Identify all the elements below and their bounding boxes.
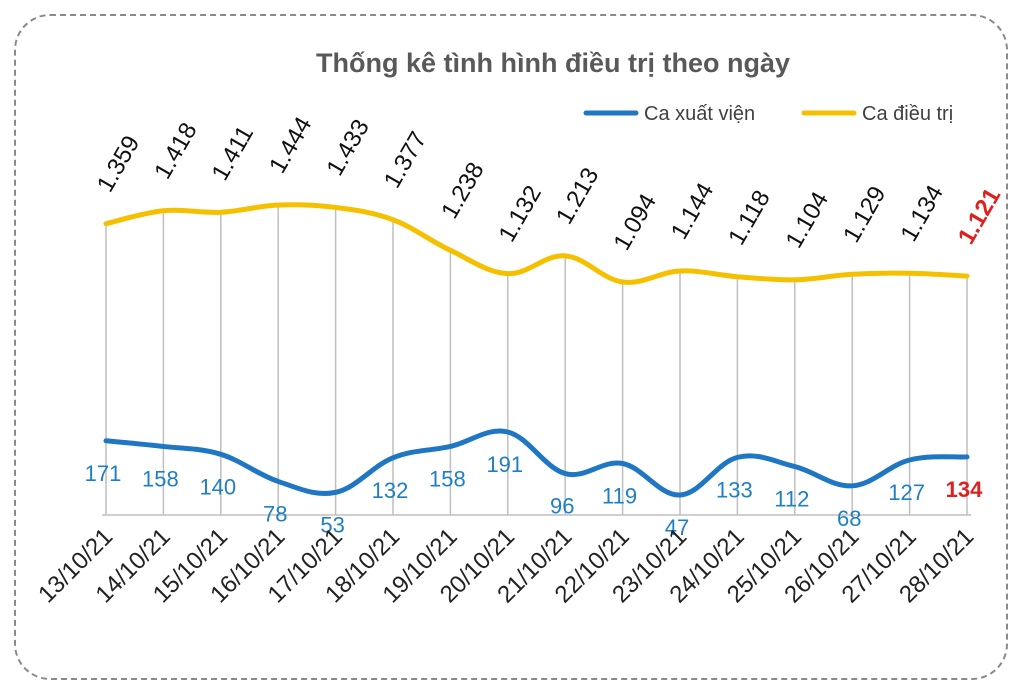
data-label-ca-xuat-vien: 119 <box>602 484 637 509</box>
data-label-ca-dieu-tri: 1.433 <box>321 115 374 181</box>
data-label-ca-xuat-vien: 191 <box>486 452 523 477</box>
data-label-ca-dieu-tri: 1.132 <box>494 181 547 247</box>
data-label-ca-dieu-tri: 1.359 <box>92 131 145 197</box>
chart-frame <box>14 14 1008 680</box>
data-label-ca-dieu-tri: 1.377 <box>379 127 432 193</box>
legend-label-ca-xuat-vien: Ca xuất viện <box>644 103 755 125</box>
data-label-ca-xuat-vien: 78 <box>263 501 287 526</box>
data-label-ca-dieu-tri: 1.129 <box>838 182 891 248</box>
data-label-ca-xuat-vien: 140 <box>199 474 236 499</box>
data-label-ca-xuat-vien: 112 <box>774 487 809 512</box>
gridlines <box>102 205 971 516</box>
data-label-ca-xuat-vien: 96 <box>550 494 574 519</box>
data-label-ca-dieu-tri: 1.134 <box>895 181 948 247</box>
legend: Ca xuất viện Ca điều trị <box>583 103 953 125</box>
data-label-ca-dieu-tri: 1.144 <box>666 178 719 244</box>
legend-label-ca-dieu-tri: Ca điều trị <box>862 103 953 125</box>
data-label-ca-dieu-tri: 1.121 <box>953 184 1006 250</box>
data-label-ca-xuat-vien: 171 <box>85 461 122 486</box>
data-label-ca-xuat-vien: 47 <box>665 515 689 540</box>
series-line-ca-dieu-tri <box>103 202 970 285</box>
data-label-ca-xuat-vien: 158 <box>142 466 179 491</box>
data-label-ca-dieu-tri: 1.094 <box>608 189 661 255</box>
data-label-ca-xuat-vien: 68 <box>837 506 861 531</box>
data-labels: 1.359 1.418 1.411 1.444 1.433 1.377 1.238 1.132… <box>85 112 1007 540</box>
data-label-ca-xuat-vien: 132 <box>372 478 409 503</box>
data-label-ca-dieu-tri: 1.213 <box>551 163 604 229</box>
data-label-ca-xuat-vien: 133 <box>716 477 753 502</box>
data-label-ca-xuat-vien: 53 <box>320 512 344 537</box>
chart-title: Thống kê tình hình điều trị theo ngày <box>316 48 790 78</box>
data-label-ca-dieu-tri: 1.238 <box>436 158 489 224</box>
data-label-ca-dieu-tri: 1.444 <box>264 112 317 178</box>
data-label-ca-dieu-tri: 1.411 <box>207 121 260 185</box>
data-label-ca-xuat-vien: 134 <box>946 477 983 502</box>
data-label-ca-xuat-vien: 127 <box>888 480 925 505</box>
plot-area <box>103 202 970 498</box>
data-label-ca-dieu-tri: 1.118 <box>723 186 776 250</box>
x-axis-ticks: 13/10/2114/10/2115/10/2116/10/2117/10/21… <box>33 523 979 608</box>
data-label-ca-xuat-vien: 158 <box>429 466 466 491</box>
series-line-ca-xuat-vien <box>103 428 970 498</box>
data-label-ca-dieu-tri: 1.418 <box>149 118 202 184</box>
data-label-ca-dieu-tri: 1.104 <box>781 187 834 253</box>
